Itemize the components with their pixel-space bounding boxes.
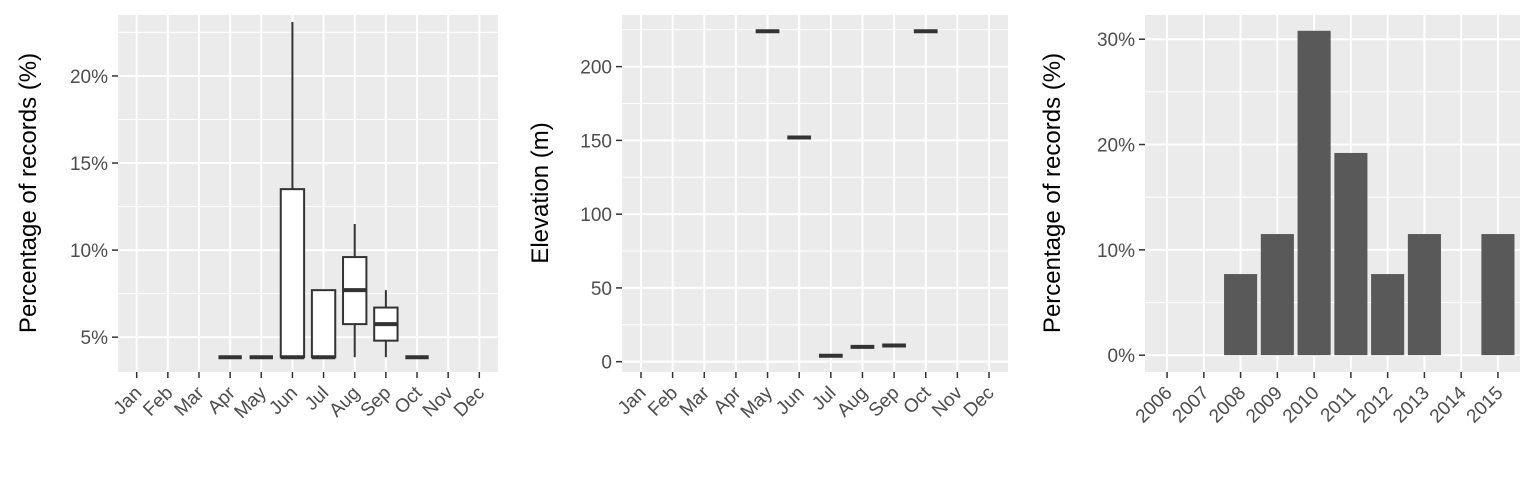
box-jul (310, 289, 337, 360)
bar-2010 (1297, 30, 1331, 356)
x-tick-label: 2015 (1463, 383, 1508, 428)
y-tick-label: 20% (1097, 136, 1135, 157)
bar-2011 (1334, 152, 1368, 356)
x-tick-label: Oct (391, 382, 427, 418)
bar-2008 (1224, 274, 1258, 356)
y-tick-label: 30% (1097, 30, 1135, 51)
x-tick-label: Sep (357, 383, 396, 422)
x-tick-label: Dec (450, 383, 489, 422)
y-tick-label: 50 (591, 279, 612, 300)
y-tick-label: 200 (580, 58, 612, 79)
box-jun (279, 21, 306, 360)
x-tick-label: Mar (676, 382, 714, 420)
x-tick-label: 2011 (1317, 383, 1361, 427)
box-body (310, 289, 337, 359)
y-tick-label: 0% (1108, 346, 1136, 367)
x-tick-label: Mar (171, 382, 209, 420)
x-tick-label: Aug (833, 383, 872, 422)
x-tick-label: Jun (265, 383, 302, 420)
bar-2013 (1407, 234, 1441, 356)
y-axis-title: Elevation (m) (527, 122, 554, 263)
x-tick-label: 2014 (1426, 382, 1471, 427)
y-tick-label: 10% (70, 241, 108, 262)
x-tick-label: Sep (865, 383, 904, 422)
x-tick-label: Dec (960, 383, 999, 422)
y-tick-label: 15% (70, 154, 108, 175)
x-tick-label: Feb (139, 383, 177, 421)
bar-2012 (1371, 274, 1405, 356)
x-tick-label: Jan (110, 383, 147, 420)
y-tick-label: 0 (601, 353, 612, 374)
y-tick-label: 100 (580, 205, 612, 226)
y-tick-label: 5% (81, 328, 109, 349)
x-tick-label: 2007 (1169, 383, 1214, 428)
x-tick-label: Jan (614, 383, 651, 420)
box-aug (342, 223, 368, 358)
x-tick-label: Jun (772, 383, 809, 420)
y-axis-title: Percentage of records (%) (1039, 53, 1066, 333)
x-tick-label: May (737, 382, 778, 423)
y-tick-label: 20% (70, 67, 108, 88)
x-tick-label: Aug (325, 383, 364, 422)
x-tick-label: May (231, 382, 272, 423)
bar-2015 (1481, 234, 1515, 356)
x-tick-label: Feb (644, 383, 682, 421)
panel-background (622, 15, 1008, 372)
x-tick-label: 2008 (1205, 383, 1250, 428)
panel-background (118, 15, 498, 372)
y-axis-title: Percentage of records (%) (15, 53, 42, 333)
x-tick-label: 2012 (1352, 383, 1397, 428)
y-tick-label: 150 (580, 131, 612, 152)
x-tick-label: 2006 (1132, 383, 1177, 428)
x-tick-label: 2013 (1389, 383, 1434, 428)
panel-background (1145, 15, 1520, 372)
x-tick-label: Nov (419, 382, 458, 421)
x-tick-label: Nov (928, 382, 967, 421)
year-percentage-barchart-panel: 0%10%20%30%20062007200820092010201120122… (1039, 15, 1520, 427)
x-tick-label: 2009 (1242, 383, 1287, 428)
bar-2009 (1260, 234, 1294, 356)
box-body (279, 188, 306, 359)
box-sep (373, 290, 399, 358)
x-tick-label: 2010 (1279, 383, 1324, 428)
y-tick-label: 10% (1097, 241, 1135, 262)
x-tick-label: Oct (900, 382, 936, 418)
